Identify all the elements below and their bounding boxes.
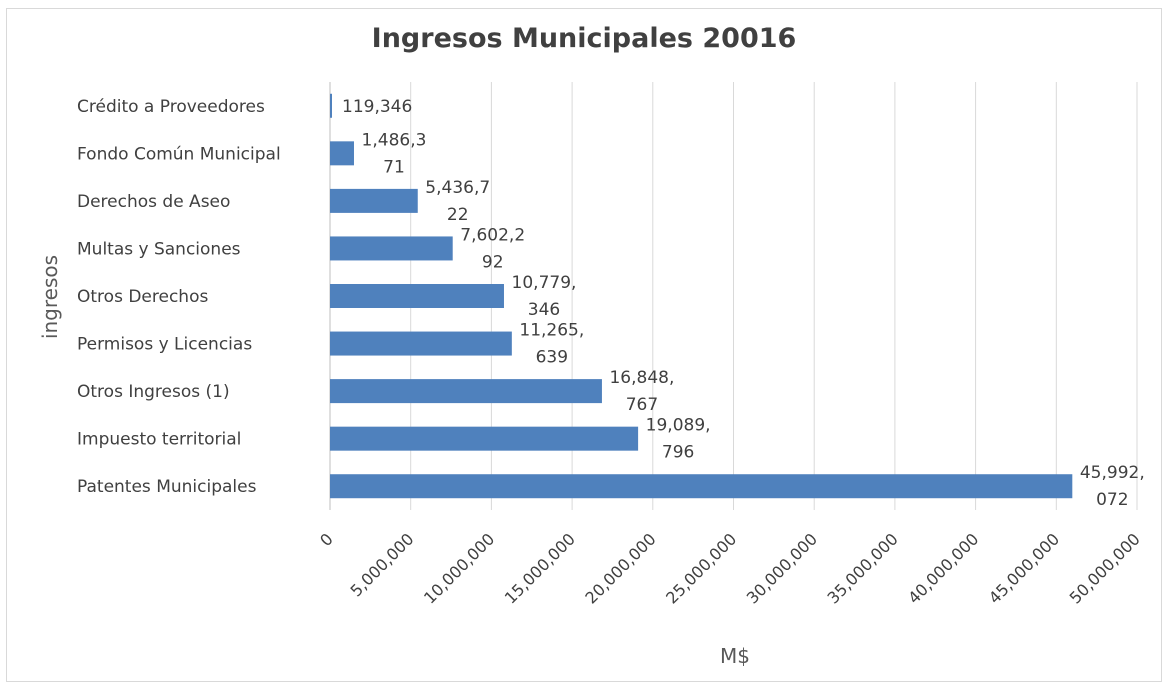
bar — [330, 331, 512, 356]
data-label: 11,265, 639 — [519, 321, 584, 368]
bar — [330, 93, 332, 118]
x-tick-labels: 0 5,000,000 10,000,000 15,000,000 20,000,000… — [316, 529, 1144, 607]
x-axis-title: M$ — [720, 644, 750, 668]
x-tick-label: 35,000,000 — [824, 529, 902, 607]
x-tick-label: 15,000,000 — [501, 529, 579, 607]
category-label: Otros Derechos — [77, 287, 208, 307]
bar — [330, 426, 639, 451]
category-label: Impuesto territorial — [77, 430, 241, 450]
bar — [330, 188, 418, 213]
chart-title: Ingresos Municipales 20016 — [372, 23, 797, 54]
x-tick-label: 30,000,000 — [743, 529, 821, 607]
category-label: Patentes Municipales — [77, 477, 257, 497]
x-tick-label: 40,000,000 — [904, 529, 982, 607]
bar — [330, 474, 1073, 499]
category-label: Fondo Común Municipal — [77, 144, 281, 164]
data-label: 45,992, 072 — [1080, 463, 1145, 510]
bar — [330, 236, 453, 261]
data-label: 1,486,3 71 — [362, 130, 427, 177]
x-tick-label: 10,000,000 — [420, 529, 498, 607]
x-tick-label: 20,000,000 — [581, 529, 659, 607]
data-labels: 119,346 1,486,3 715,436,7 227,602,2 9210,779… — [342, 97, 1145, 510]
category-label: Permisos y Licencias — [77, 335, 252, 355]
bar — [330, 141, 354, 166]
chart-frame — [6, 8, 1162, 682]
x-tick-label: 50,000,000 — [1066, 529, 1144, 607]
data-label: 19,089, 796 — [646, 416, 711, 463]
x-tick-label: 45,000,000 — [985, 529, 1063, 607]
x-tick-label: 0 — [316, 529, 337, 550]
category-label: Crédito a Proveedores — [77, 97, 265, 117]
bar — [330, 284, 504, 308]
category-label: Derechos de Aseo — [77, 192, 230, 212]
bar — [330, 379, 602, 404]
data-label: 7,602,2 92 — [460, 225, 525, 272]
data-label: 119,346 — [342, 97, 412, 117]
data-label: 16,848, 767 — [609, 368, 674, 415]
x-tick-label: 25,000,000 — [662, 529, 740, 607]
category-label: Otros Ingresos (1) — [77, 382, 230, 402]
data-label: 10,779, 346 — [512, 273, 577, 320]
y-axis-title: ingresos — [38, 255, 62, 339]
category-label: Multas y Sanciones — [77, 239, 241, 259]
x-tick-label: 5,000,000 — [347, 529, 418, 600]
category-labels: Crédito a Proveedores Fondo Común Municip… — [77, 97, 281, 497]
data-label: 5,436,7 22 — [425, 178, 490, 225]
bars — [330, 93, 1073, 499]
